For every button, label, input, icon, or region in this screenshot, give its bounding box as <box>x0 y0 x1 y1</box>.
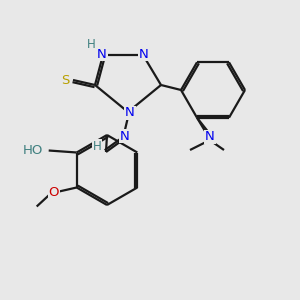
Text: HO: HO <box>22 144 43 157</box>
Text: S: S <box>61 74 69 86</box>
Text: O: O <box>48 186 59 199</box>
Text: N: N <box>205 130 215 143</box>
Text: N: N <box>139 47 149 61</box>
Text: H: H <box>93 140 101 152</box>
Text: N: N <box>97 47 107 61</box>
Text: N: N <box>120 130 130 142</box>
Text: N: N <box>125 106 135 119</box>
Text: H: H <box>87 38 95 50</box>
